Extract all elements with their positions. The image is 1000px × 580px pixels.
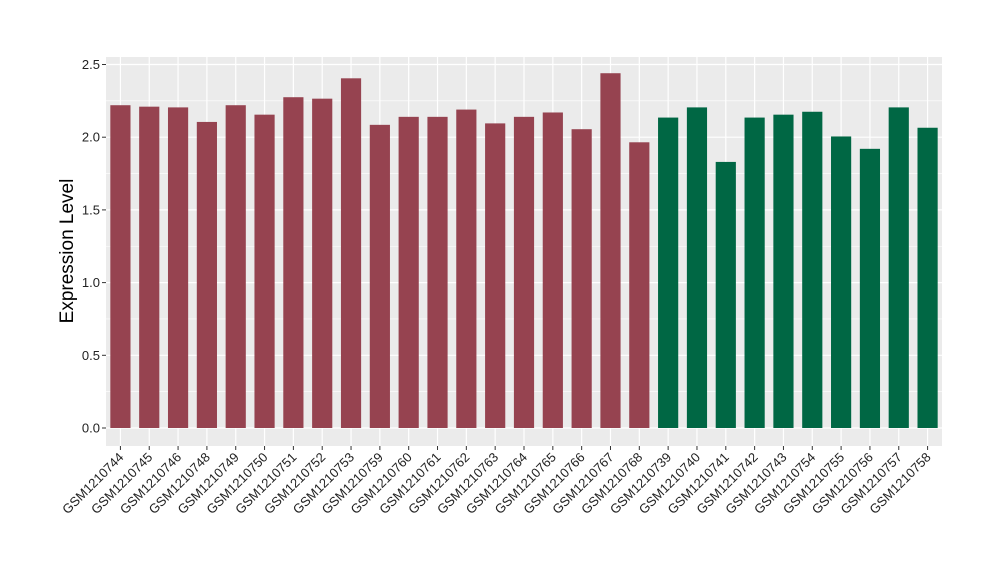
- bar-gsm1210764: [513, 116, 535, 429]
- x-axis: GSM1210744GSM1210745GSM1210746GSM1210748…: [59, 446, 934, 517]
- bar-gsm1210763: [485, 123, 506, 429]
- y-tick-label: 0.0: [82, 421, 100, 436]
- bar-gsm1210758: [917, 127, 938, 429]
- y-tick-label: 2.5: [82, 57, 100, 72]
- bar-gsm1210761: [427, 116, 448, 429]
- bar-gsm1210756: [859, 148, 881, 428]
- y-tick-label: 1.0: [82, 275, 100, 290]
- bar-gsm1210742: [744, 117, 765, 429]
- bar-gsm1210757: [888, 107, 909, 428]
- bar-gsm1210751: [283, 97, 304, 428]
- bar-gsm1210755: [831, 136, 852, 428]
- y-axis-title: Expression Level: [57, 179, 78, 324]
- bar-gsm1210741: [715, 161, 736, 428]
- y-tick-label: 0.5: [82, 348, 100, 363]
- bar-gsm1210749: [225, 105, 246, 428]
- bar-gsm1210765: [542, 112, 563, 429]
- bar-gsm1210753: [340, 78, 362, 429]
- bar-gsm1210746: [167, 107, 189, 428]
- bar-gsm1210768: [629, 142, 650, 428]
- bar-gsm1210767: [600, 73, 621, 428]
- bar-gsm1210766: [571, 129, 592, 428]
- bar-gsm1210760: [398, 116, 419, 429]
- bar-gsm1210750: [254, 114, 275, 429]
- bar-gsm1210748: [196, 121, 217, 429]
- bar-gsm1210752: [312, 98, 333, 428]
- bar-gsm1210743: [773, 114, 794, 429]
- bar-gsm1210762: [456, 109, 477, 428]
- y-axis: 0.0 0.5 1.0 1.5 2.0 2.5: [82, 57, 106, 436]
- bar-gsm1210745: [139, 106, 160, 428]
- bar-gsm1210754: [802, 111, 823, 428]
- bars: [110, 73, 938, 429]
- bar-gsm1210759: [369, 124, 390, 428]
- bar-gsm1210739: [658, 117, 679, 429]
- bar-gsm1210740: [686, 107, 708, 428]
- bar-gsm1210744: [110, 105, 131, 428]
- y-tick-label: 1.5: [82, 202, 100, 217]
- y-tick-label: 2.0: [82, 130, 100, 145]
